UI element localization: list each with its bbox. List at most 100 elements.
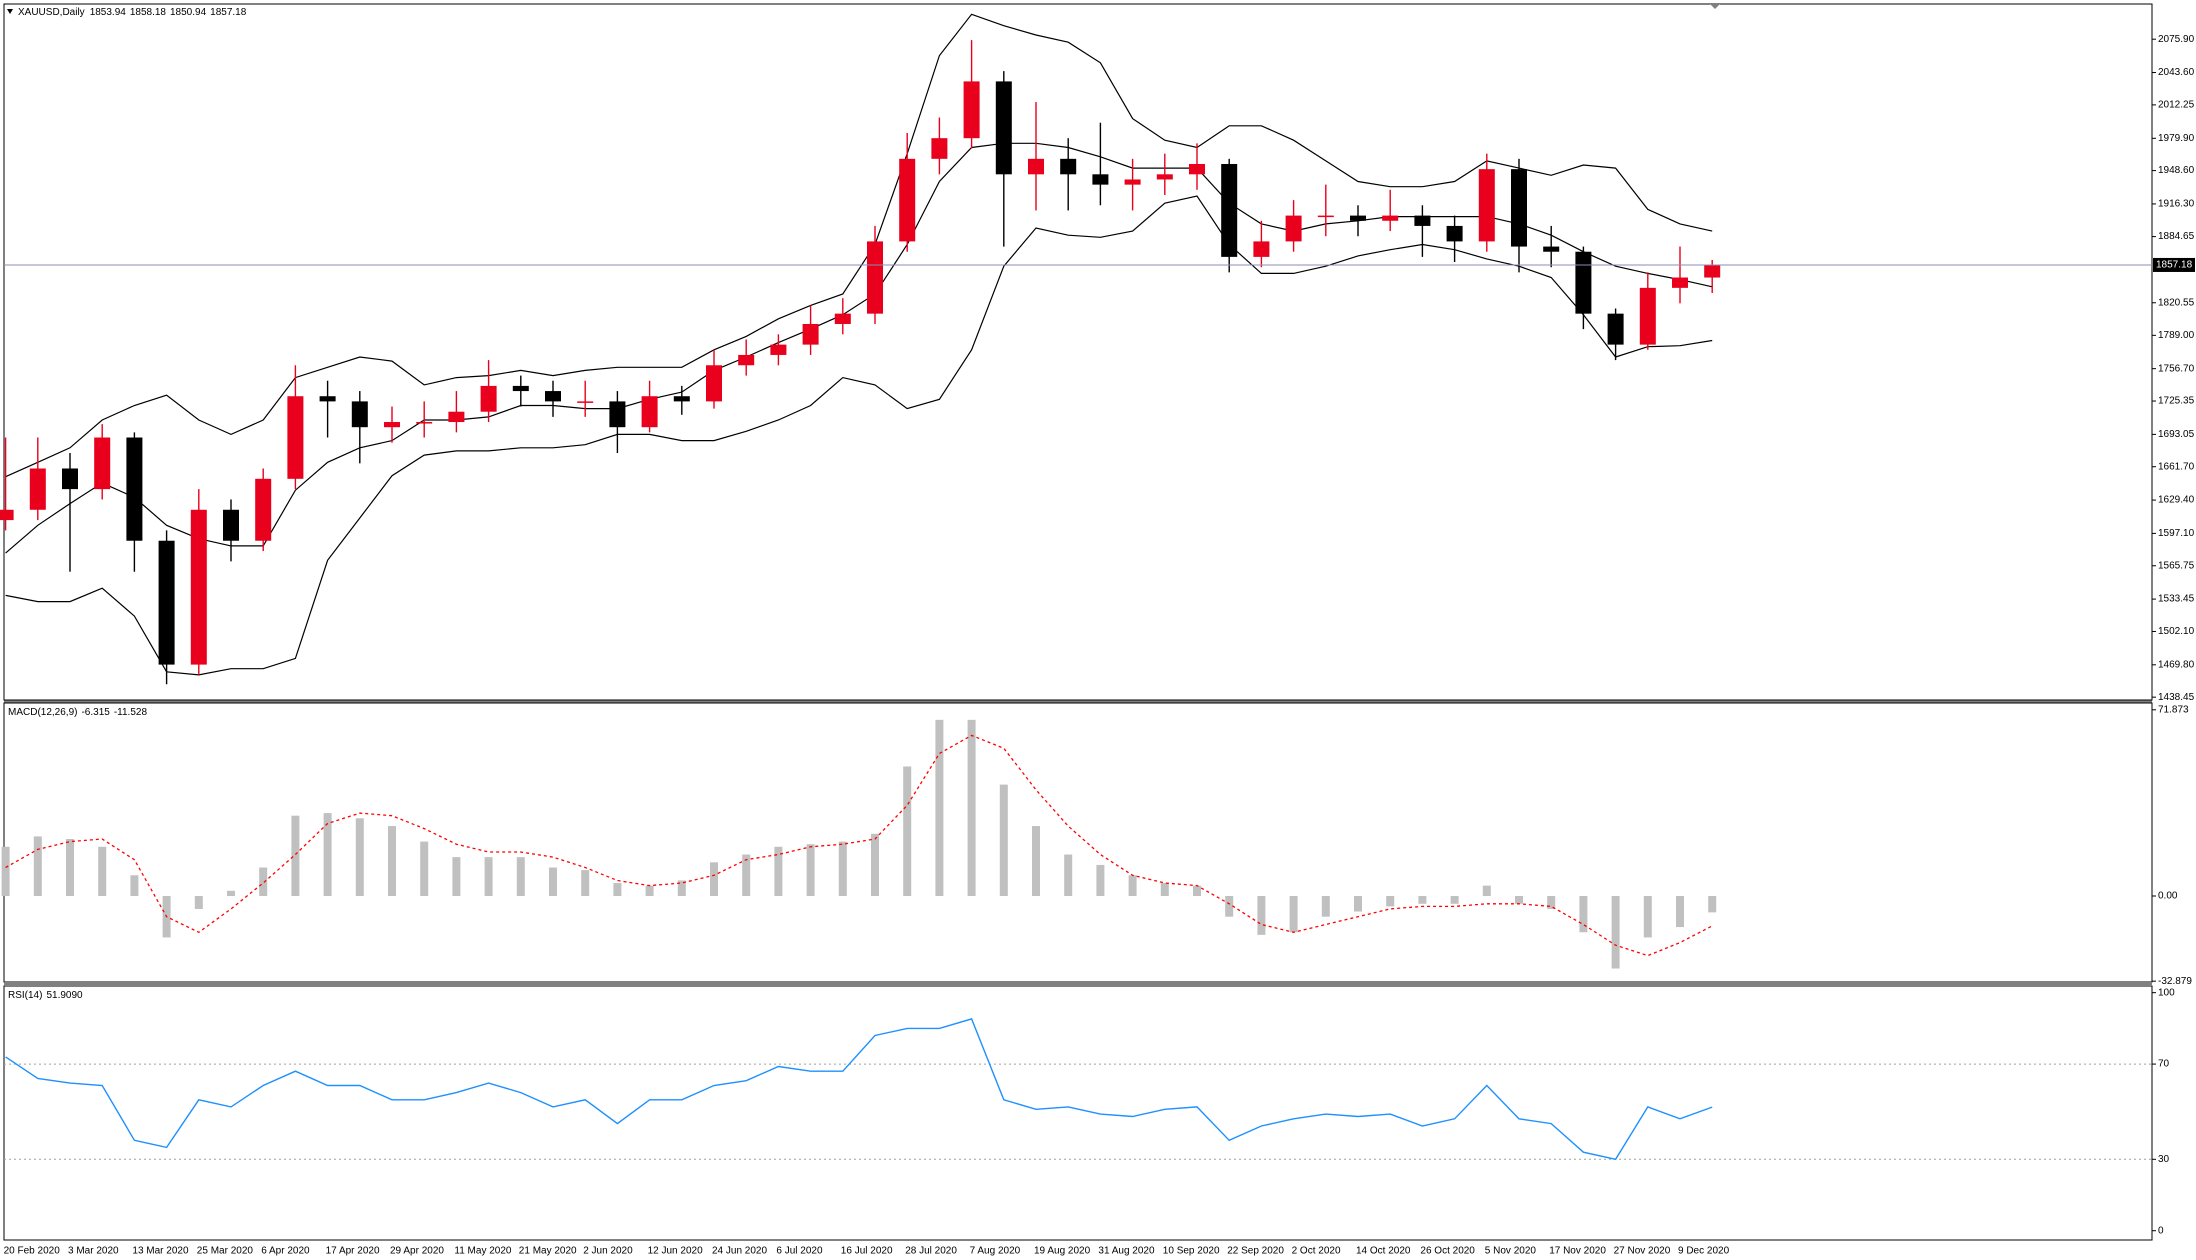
macd-bar (355, 818, 364, 896)
macd-bar (1386, 895, 1395, 907)
candle-body (802, 323, 819, 345)
y-tick-label: 70 (2158, 1059, 2170, 1070)
macd-bar (903, 766, 912, 896)
macd-bar (1676, 895, 1684, 928)
candle-body (1285, 215, 1302, 242)
macd-bar (484, 857, 493, 896)
macd-bar (838, 841, 847, 896)
candle-body (480, 385, 497, 412)
macd-bar (1289, 895, 1298, 933)
panel-title-value: -11.528 (114, 707, 148, 718)
y-tick-label: 1693.05 (2158, 429, 2195, 440)
macd-bar (1547, 895, 1556, 909)
candle-body (0, 509, 14, 521)
y-tick-label: 1725.35 (2158, 396, 2195, 407)
candle-body (1028, 158, 1044, 175)
current-price-label: 1857.18 (2156, 260, 2193, 271)
x-tick-label: 10 Sep 2020 (1163, 1246, 1220, 1257)
macd-bar (1032, 826, 1040, 896)
x-tick-label: 2 Jun 2020 (583, 1246, 633, 1257)
y-tick-label: 1533.45 (2158, 594, 2195, 605)
macd-bar (1450, 895, 1459, 904)
y-tick-label: 1948.60 (2158, 165, 2195, 176)
candle-body (1060, 158, 1077, 175)
candle-body (126, 437, 143, 541)
candle-body (577, 401, 594, 403)
y-tick-label: 100 (2158, 987, 2175, 998)
macd-bar (98, 846, 107, 896)
x-tick-label: 12 Jun 2020 (648, 1246, 703, 1257)
macd-bar (1096, 864, 1105, 896)
y-tick-label: 2043.60 (2158, 67, 2195, 78)
bollinger-band (5, 195, 1713, 676)
macd-bar (1643, 895, 1652, 938)
x-tick-label: 27 Nov 2020 (1614, 1246, 1671, 1257)
candle-body (1189, 163, 1205, 175)
macd-bar (1482, 885, 1491, 896)
candle-body (1156, 174, 1173, 180)
candle-body (319, 396, 336, 402)
candle-body (1124, 179, 1141, 185)
macd-bar (1225, 895, 1234, 917)
x-tick-label: 31 Aug 2020 (1098, 1246, 1155, 1257)
x-tick-label: 3 Mar 2020 (68, 1246, 119, 1257)
rsi-line (5, 1018, 1713, 1161)
y-tick-label: 1565.75 (2158, 560, 2195, 571)
candle-body (287, 396, 304, 479)
header-close: 1857.18 (210, 7, 247, 18)
candle-body (384, 422, 400, 428)
macd-bar (323, 813, 332, 896)
x-tick-label: 28 Jul 2020 (905, 1246, 957, 1257)
panel-title-value: 51.9090 (46, 990, 83, 1001)
candle-body (448, 411, 465, 423)
macd-bar (227, 890, 235, 896)
candle-body (995, 81, 1012, 175)
menu-triangle[interactable] (7, 9, 13, 14)
y-tick-label: 1979.90 (2158, 133, 2195, 144)
macd-bar (549, 867, 557, 896)
y-tick-label: -32.879 (2158, 976, 2192, 987)
macd-bar (1579, 895, 1588, 933)
macd-bar (999, 784, 1008, 896)
panel-title: MACD(12,26,9) -6.315 -11.528 (8, 707, 147, 718)
candle-body (1317, 215, 1334, 218)
x-tick-label: 19 Aug 2020 (1034, 1246, 1091, 1257)
macd-bar (1160, 883, 1169, 896)
header-low: 1850.94 (170, 7, 207, 18)
macd-bar (581, 870, 590, 896)
candle-body (545, 391, 561, 402)
panel-title-text: RSI(14) (8, 990, 42, 1001)
x-tick-label: 17 Apr 2020 (326, 1246, 380, 1257)
candle-body (255, 478, 272, 541)
macd-bar (1128, 875, 1137, 896)
candle-body (1704, 264, 1721, 278)
x-tick-label: 29 Apr 2020 (390, 1246, 444, 1257)
macd-bar (677, 880, 686, 896)
macd-bar (194, 895, 203, 909)
shift-marker (1710, 4, 1720, 9)
candle-body (1607, 313, 1624, 345)
y-tick-label: 2012.25 (2158, 100, 2195, 111)
macd-bar (1354, 895, 1362, 912)
panel-title-value: -6.315 (81, 707, 110, 718)
macd-bar (33, 836, 42, 896)
y-tick-label: 0 (2158, 1225, 2164, 1236)
y-tick-label: 1629.40 (2158, 495, 2195, 506)
macd-bar (645, 885, 654, 896)
x-tick-label: 21 May 2020 (519, 1246, 577, 1257)
macd-bar (291, 815, 300, 896)
y-tick-label: 1597.10 (2158, 528, 2195, 539)
x-tick-label: 6 Apr 2020 (261, 1246, 310, 1257)
x-tick-label: 24 Jun 2020 (712, 1246, 767, 1257)
candle-body (223, 509, 239, 541)
x-tick-label: 9 Dec 2020 (1678, 1246, 1730, 1257)
macd-bar (806, 844, 815, 896)
y-tick-label: 1820.55 (2158, 297, 2195, 308)
macd-panel (3, 702, 2153, 983)
macd-bar (1, 846, 10, 896)
candle-body (867, 241, 883, 314)
header-open: 1853.94 (90, 7, 127, 18)
y-tick-label: 71.873 (2158, 704, 2189, 715)
